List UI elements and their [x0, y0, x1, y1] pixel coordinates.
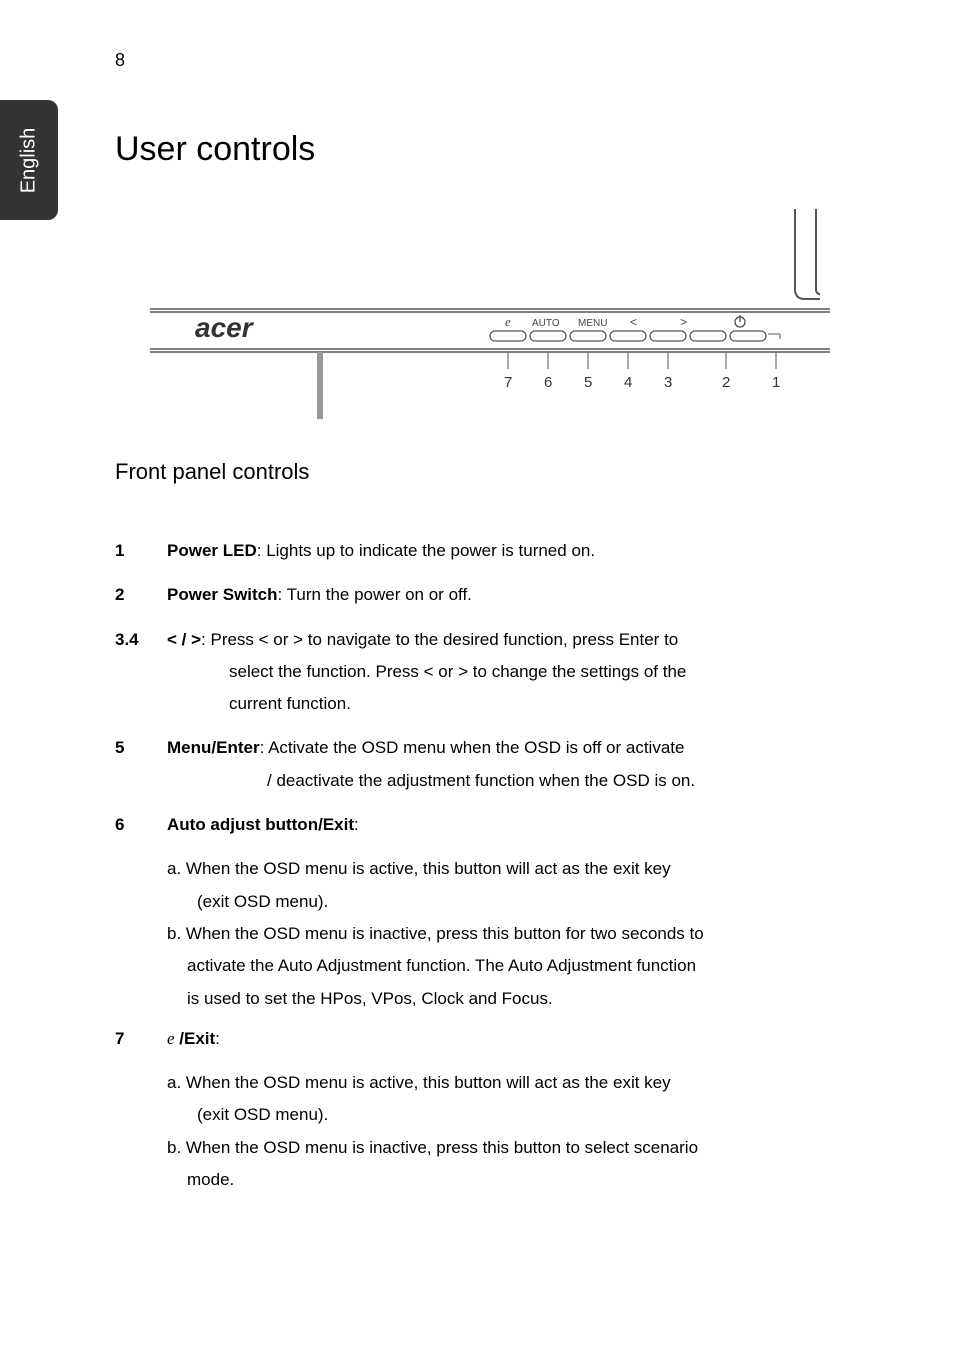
item-label: Menu/Enter: [167, 738, 260, 757]
svg-text:e: e: [505, 314, 511, 329]
item-label: Power LED: [167, 541, 257, 560]
svg-text:<: <: [630, 315, 637, 329]
item-body: < / >: Press < or > to navigate to the d…: [167, 624, 864, 721]
list-item: 1 Power LED: Lights up to indicate the p…: [115, 535, 864, 567]
sub-text-cont: activate the Auto Adjustment function. T…: [167, 950, 864, 982]
item-number: 1: [115, 535, 167, 567]
item-body: Power LED: Lights up to indicate the pow…: [167, 535, 864, 567]
sub-text-cont: (exit OSD menu).: [167, 1099, 864, 1131]
svg-text:1: 1: [772, 374, 780, 391]
item-number: 2: [115, 579, 167, 611]
svg-text:MENU: MENU: [578, 318, 607, 329]
item-text: : Activate the OSD menu when the OSD is …: [260, 738, 685, 757]
sub-text-cont: (exit OSD menu).: [167, 886, 864, 918]
item-number: 3.4: [115, 624, 167, 721]
svg-text:4: 4: [624, 374, 632, 391]
item-text: : Press < or > to navigate to the desire…: [201, 630, 678, 649]
svg-text:7: 7: [504, 374, 512, 391]
sub-text: a. When the OSD menu is active, this but…: [167, 853, 864, 885]
list-item: 3.4 < / >: Press < or > to navigate to t…: [115, 624, 864, 721]
item-colon: :: [354, 815, 359, 834]
section-subtitle: Front panel controls: [115, 459, 864, 485]
item-body: e /Exit:: [167, 1023, 864, 1055]
e-icon: e: [167, 1029, 175, 1048]
sub-item: a. When the OSD menu is active, this but…: [167, 1067, 864, 1196]
item-text: : Lights up to indicate the power is tur…: [257, 541, 595, 560]
svg-text:AUTO: AUTO: [532, 318, 560, 329]
language-tab-label: English: [18, 127, 41, 193]
sub-item: a. When the OSD menu is active, this but…: [167, 853, 864, 1014]
svg-text:>: >: [680, 315, 687, 329]
item-number: 5: [115, 732, 167, 797]
language-tab: English: [0, 100, 58, 220]
page-number: 8: [115, 50, 125, 71]
list-item: 7 e /Exit:: [115, 1023, 864, 1055]
item-text-cont: current function.: [167, 688, 864, 720]
item-body: Menu/Enter: Activate the OSD menu when t…: [167, 732, 864, 797]
svg-text:2: 2: [722, 374, 730, 391]
list-item: 2 Power Switch: Turn the power on or off…: [115, 579, 864, 611]
page-title: User controls: [115, 130, 864, 169]
item-text-cont: select the function. Press < or > to cha…: [167, 656, 864, 688]
item-number: 7: [115, 1023, 167, 1055]
item-number: 6: [115, 809, 167, 841]
svg-text:3: 3: [664, 374, 672, 391]
item-label: < / >: [167, 630, 201, 649]
sub-text-cont: is used to set the HPos, VPos, Clock and…: [167, 983, 864, 1015]
item-body: Power Switch: Turn the power on or off.: [167, 579, 864, 611]
item-label: /Exit: [175, 1029, 216, 1048]
svg-text:6: 6: [544, 374, 552, 391]
list-item: 6 Auto adjust button/Exit:: [115, 809, 864, 841]
brand-text: acer: [195, 312, 255, 343]
sub-text: b. When the OSD menu is inactive, press …: [167, 918, 864, 950]
list-item: 5 Menu/Enter: Activate the OSD menu when…: [115, 732, 864, 797]
front-panel-diagram: acer e AUTO MENU < >: [150, 209, 830, 419]
item-label: Power Switch: [167, 585, 278, 604]
item-text: : Turn the power on or off.: [278, 585, 472, 604]
svg-text:5: 5: [584, 374, 592, 391]
content-area: User controls acer e AUTO MENU < >: [115, 130, 864, 1196]
sub-text-cont: mode.: [167, 1164, 864, 1196]
item-colon: :: [215, 1029, 220, 1048]
item-text-cont: / deactivate the adjustment function whe…: [167, 765, 864, 797]
item-label: Auto adjust button/Exit: [167, 815, 354, 834]
sub-text: a. When the OSD menu is active, this but…: [167, 1067, 864, 1099]
item-body: Auto adjust button/Exit:: [167, 809, 864, 841]
sub-text: b. When the OSD menu is inactive, press …: [167, 1132, 864, 1164]
